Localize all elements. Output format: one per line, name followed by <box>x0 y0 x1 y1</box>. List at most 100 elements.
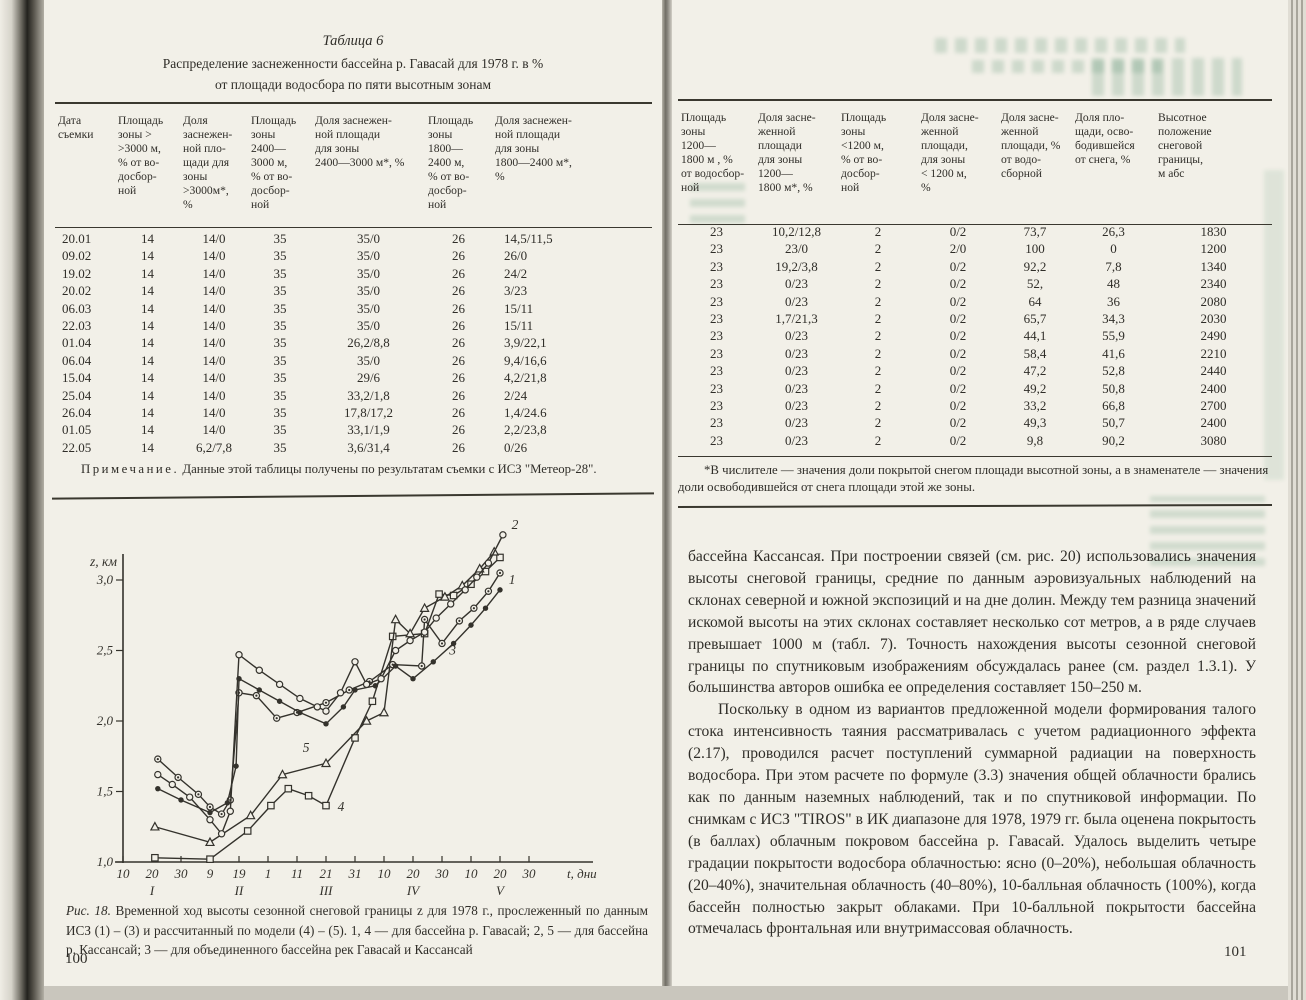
table-row: 23 0/23 2 0/2 58,4 41,6 2210 <box>678 345 1272 362</box>
table-cell: 4,2/21,8 <box>504 370 547 386</box>
bleed-through-artifact <box>935 38 1185 53</box>
table-header-cell: Площадь зоны <1200 м, % от во- досбор- н… <box>841 111 887 194</box>
table-cell: 01.04 <box>62 335 92 351</box>
table-cell: 35/0 <box>356 300 381 316</box>
table-cell: 35 <box>273 405 287 421</box>
table-cell: 44,1 <box>1023 328 1047 344</box>
table-cell: 09.02 <box>62 248 92 264</box>
table-top-rule <box>55 102 652 104</box>
svg-text:2: 2 <box>512 517 519 532</box>
table-cell: 2400 <box>1200 380 1227 396</box>
table-row: 23 0/23 2 0/2 9,8 90,2 3080 <box>678 432 1272 449</box>
table-cell: 26 <box>452 335 465 351</box>
table-label: Таблица 6 <box>322 33 384 49</box>
table-header-cell: Доля засне- женной площади, % от водо- с… <box>1001 111 1061 180</box>
table-cell: 0/2 <box>949 345 967 361</box>
table-cell: 49,2 <box>1023 380 1047 396</box>
book-bottom-edge <box>44 986 1288 1000</box>
table-cell: 7,8 <box>1105 258 1122 274</box>
table-row: 22.03 14 14/0 35 35/0 26 15/11 <box>55 317 652 334</box>
svg-text:20: 20 <box>146 866 160 881</box>
table-cell: 1200 <box>1200 241 1227 257</box>
table-cell: 36 <box>1107 293 1120 309</box>
bleed-through-artifact <box>1092 58 1242 96</box>
table-cell: 0/23 <box>784 398 809 414</box>
table-cell: 0/23 <box>784 380 809 396</box>
table-cell: 33,2/1,8 <box>347 387 390 403</box>
table-cell: 26.04 <box>62 405 92 421</box>
table-row: 23 1,7/21,3 2 0/2 65,7 34,3 2030 <box>678 310 1272 327</box>
figure-caption-text: Временной ход высоты сезонной снеговой г… <box>66 903 648 957</box>
left-page: Таблица 6 Распределение заснеженности ба… <box>44 0 662 986</box>
table-row: 22.05 14 6,2/7,8 35 3,6/31,4 26 0/26 <box>55 439 652 456</box>
table-cell: 52,8 <box>1102 363 1125 379</box>
table-cell: 26 <box>452 248 465 264</box>
table-cell: 2 <box>874 276 882 292</box>
svg-text:3,0: 3,0 <box>96 572 114 587</box>
table-cell: 35/0 <box>356 265 381 281</box>
table-cell: 23 <box>710 398 723 414</box>
table-cell: 25.04 <box>62 387 92 403</box>
table-cell: 0/2 <box>949 432 967 448</box>
table-cell: 22.03 <box>62 318 92 334</box>
table-cell: 0 <box>1110 241 1117 257</box>
series-1: 1 <box>155 572 515 816</box>
table-cell: 47,2 <box>1023 363 1047 379</box>
table-cell: 14/0 <box>202 352 226 368</box>
table-cell: 2/24 <box>504 387 528 403</box>
table-cell: 2 <box>874 328 882 344</box>
table-cell: 2 <box>874 415 882 431</box>
table-cell: 2 <box>874 398 882 414</box>
table-cell: 14 <box>141 370 154 386</box>
table-cell: 35 <box>273 335 287 351</box>
table-cell: 41,6 <box>1102 345 1125 361</box>
table-header-rule <box>678 224 1272 225</box>
svg-text:10: 10 <box>117 866 131 881</box>
table-cell: 22.05 <box>62 439 92 455</box>
table-cell: 35/0 <box>356 283 381 299</box>
table-header-cell: Доля засне- женной площади, для зоны < 1… <box>921 111 979 194</box>
table-row: 23 0/23 2 0/2 49,3 50,7 2400 <box>678 414 1272 431</box>
table-row: 23 23/0 2 2/0 100 0 1200 <box>678 240 1272 257</box>
table-cell: 0/2 <box>949 276 967 292</box>
table-header-cell: Площадь зоны 2400— 3000 м, % от во- досб… <box>251 114 297 211</box>
table-cell: 92,2 <box>1023 258 1047 274</box>
table-row: 06.04 14 14/0 35 35/0 26 9,4/16,6 <box>55 352 652 369</box>
table-cell: 23 <box>710 415 723 431</box>
svg-text:30: 30 <box>435 866 450 881</box>
table-cell: 0/23 <box>784 293 809 309</box>
svg-text:4: 4 <box>338 799 345 814</box>
table-cell: 2 <box>874 432 882 448</box>
table-cell: 26 <box>452 283 465 299</box>
body-text: бассейна Кассансая. При построении связе… <box>688 546 1256 940</box>
table-cell: 14/0 <box>202 231 226 246</box>
table-cell: 23 <box>710 224 723 239</box>
table-cell: 100 <box>1025 241 1045 257</box>
table-cell: 14/0 <box>202 300 226 316</box>
table-cell: 35 <box>273 387 287 403</box>
table-cell: 20.01 <box>62 231 92 246</box>
table-cell: 3/23 <box>504 283 528 299</box>
table-cell: 26 <box>452 422 465 438</box>
figure-caption-label: Рис. 18. <box>66 903 111 918</box>
table-cell: 2210 <box>1200 345 1227 361</box>
table-cell: 14 <box>141 265 154 281</box>
table-row: 23 0/23 2 0/2 47,2 52,8 2440 <box>678 362 1272 379</box>
table-cell: 35/0 <box>356 231 381 246</box>
svg-text:30: 30 <box>174 866 189 881</box>
table-cell: 0/2 <box>949 328 967 344</box>
table-cell: 35 <box>273 265 287 281</box>
note-text: Данные этой таблицы получены по результа… <box>179 462 597 476</box>
table-header-cell: Доля заснежен- ной площади для зоны 2400… <box>315 114 405 169</box>
svg-text:II: II <box>234 883 244 898</box>
table-cell: 23 <box>710 380 723 396</box>
table-cell: 66,8 <box>1102 398 1125 414</box>
table-cell: 17,8/17,2 <box>343 405 394 421</box>
table-cell: 90,2 <box>1102 432 1125 448</box>
table-cell: 2340 <box>1200 276 1227 292</box>
svg-text:1,5: 1,5 <box>97 784 114 799</box>
svg-text:z, км: z, км <box>89 554 117 569</box>
table-cell: 35 <box>273 300 287 316</box>
table-cell: 2 <box>874 293 882 309</box>
